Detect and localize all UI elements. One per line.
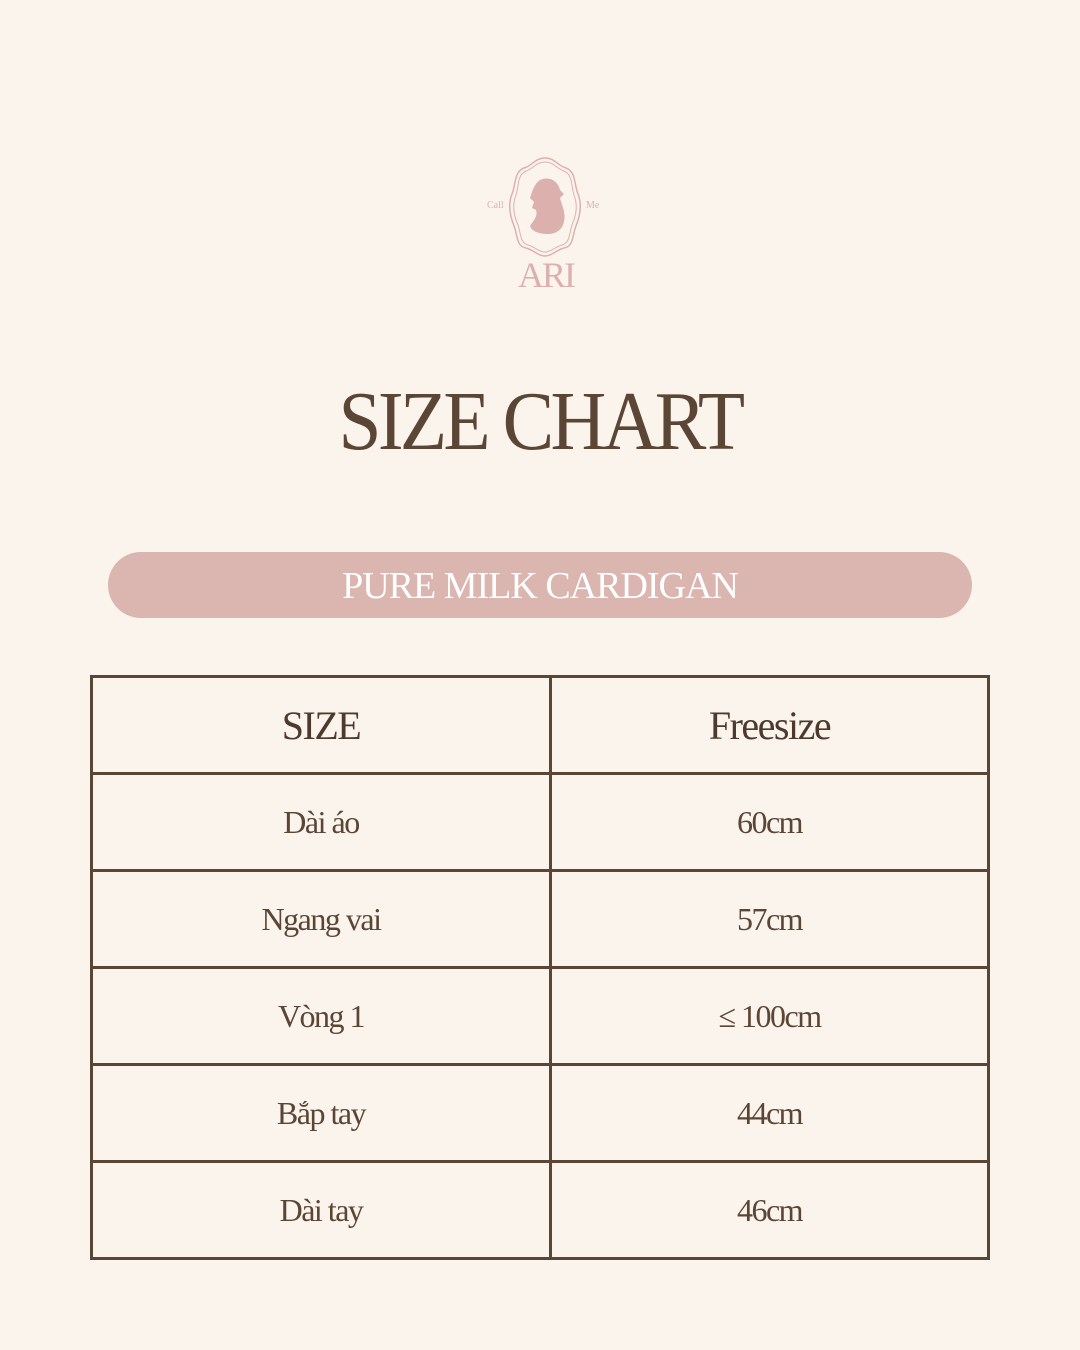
table-row: Dài áo 60cm	[90, 772, 990, 872]
logo-me-text: Me	[586, 200, 600, 211]
logo-call-text: Call	[487, 200, 504, 211]
cameo-icon	[509, 157, 581, 257]
measurement-value: 46cm	[549, 1160, 990, 1260]
measurement-value: 60cm	[549, 772, 990, 872]
measurement-label: Bắp tay	[90, 1063, 552, 1163]
brand-logo: Call Me ARI	[480, 150, 610, 295]
measurement-label: Dài tay	[90, 1160, 552, 1260]
table-row: Vòng 1 ≤ 100cm	[90, 966, 990, 1066]
table-header-row: SIZE Freesize	[90, 675, 990, 775]
table-row: Dài tay 46cm	[90, 1160, 990, 1260]
header-cell: Freesize	[549, 675, 990, 775]
size-table: SIZE Freesize Dài áo 60cm Ngang vai 57cm…	[90, 675, 990, 1260]
measurement-label: Dài áo	[90, 772, 552, 872]
measurement-label: Vòng 1	[90, 966, 552, 1066]
header-cell: SIZE	[90, 675, 552, 775]
page-title: SIZE CHART	[338, 375, 746, 468]
measurement-value: ≤ 100cm	[549, 966, 990, 1066]
measurement-value: 44cm	[549, 1063, 990, 1163]
product-name-banner: PURE MILK CARDIGAN	[108, 552, 972, 618]
measurement-label: Ngang vai	[90, 869, 552, 969]
table-row: Bắp tay 44cm	[90, 1063, 990, 1163]
measurement-value: 57cm	[549, 869, 990, 969]
table-row: Ngang vai 57cm	[90, 869, 990, 969]
logo-brand-text: ARI	[518, 255, 576, 295]
